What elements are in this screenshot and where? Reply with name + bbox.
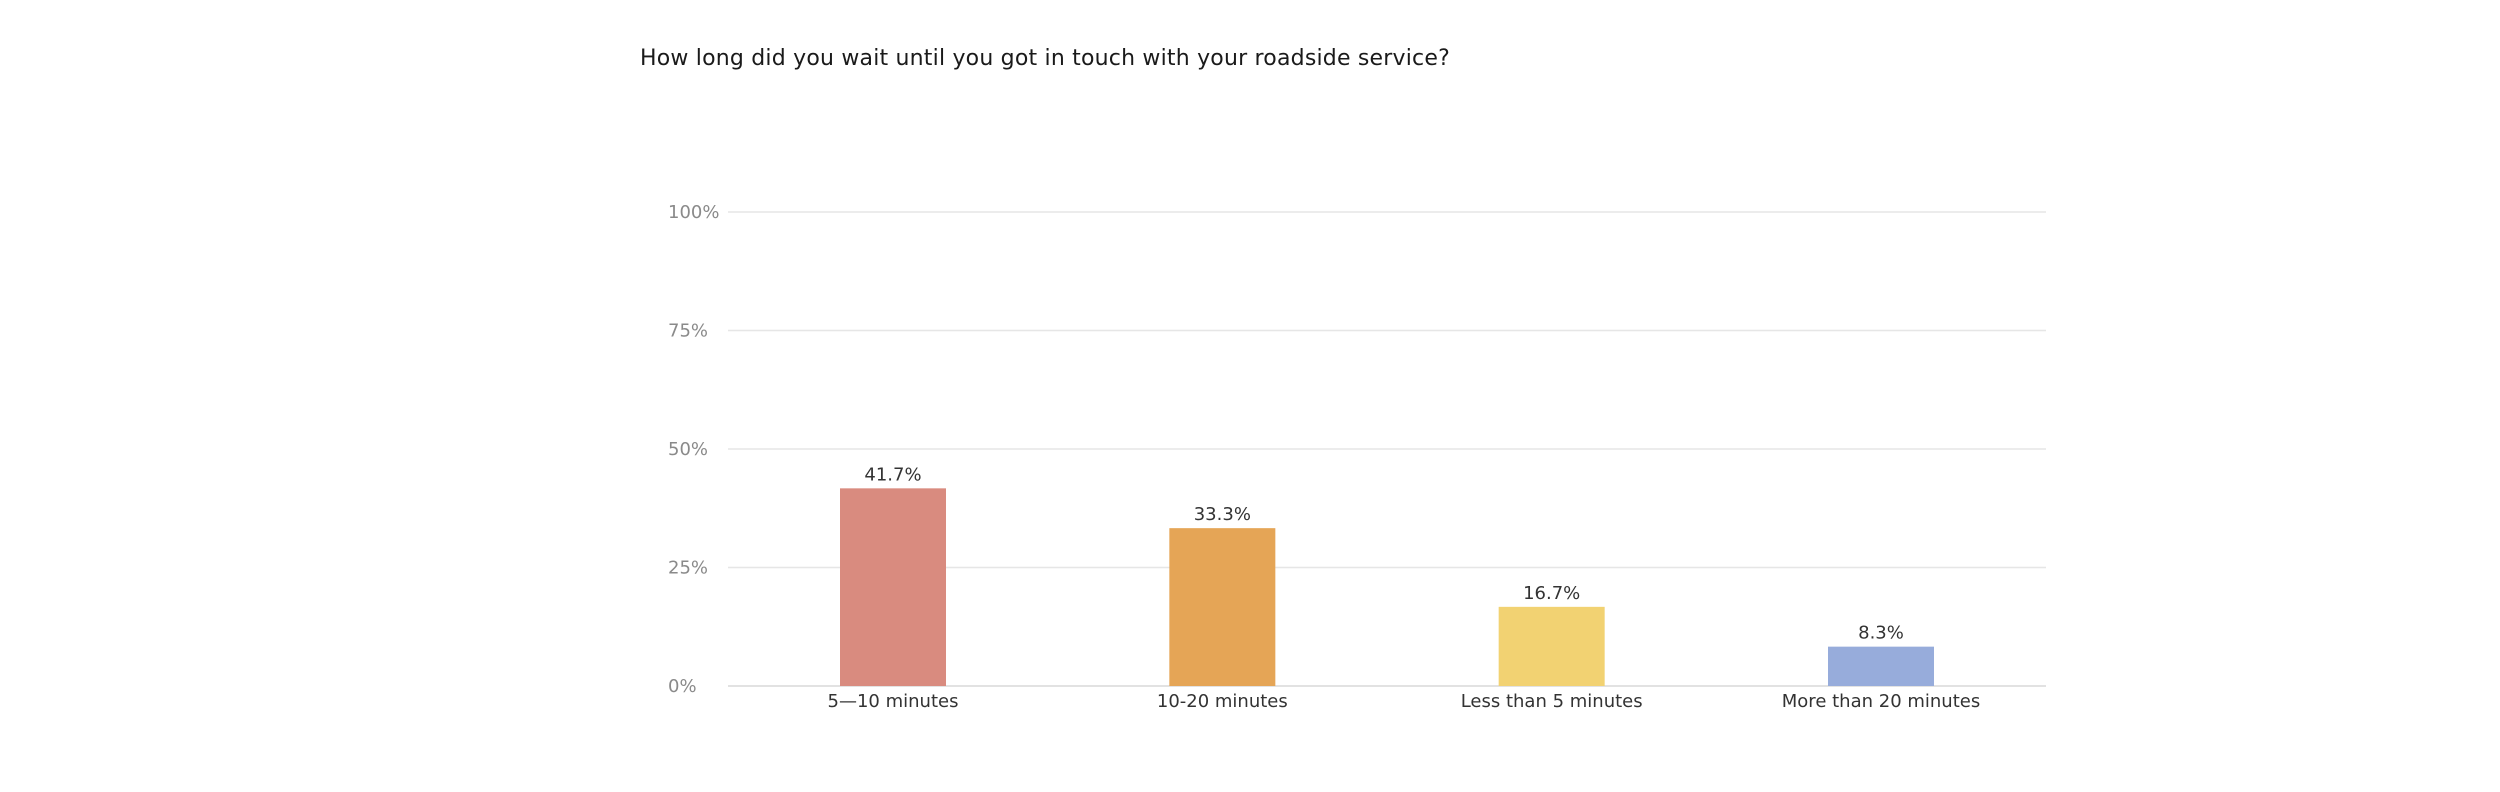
bar[interactable] [1169, 528, 1276, 686]
y-tick-label: 50% [668, 439, 708, 460]
bars [840, 488, 1934, 686]
data-labels: 41.7% 33.3% 16.7% 8.3% [864, 464, 1903, 643]
data-label: 33.3% [1194, 504, 1251, 525]
category-label: 10-20 minutes [1157, 691, 1288, 712]
y-tick-label: 25% [668, 558, 708, 579]
y-tick-label: 75% [668, 321, 708, 342]
data-label: 8.3% [1858, 623, 1904, 644]
y-tick-label: 100% [668, 202, 719, 223]
bar[interactable] [1498, 606, 1605, 686]
category-labels: 5—10 minutes 10-20 minutes Less than 5 min… [828, 691, 1981, 712]
data-label: 16.7% [1523, 583, 1580, 604]
bar[interactable] [1828, 646, 1934, 686]
category-label: Less than 5 minutes [1461, 691, 1643, 712]
y-axis-tick-labels: 0% 25% 50% 75% 100% [668, 202, 719, 697]
y-tick-label: 0% [668, 676, 697, 697]
category-label: 5—10 minutes [828, 691, 959, 712]
bar[interactable] [840, 488, 946, 686]
chart-title: How long did you wait until you got in t… [640, 46, 1450, 71]
category-label: More than 20 minutes [1782, 691, 1980, 712]
data-label: 41.7% [864, 464, 921, 485]
gridlines [728, 211, 2046, 687]
